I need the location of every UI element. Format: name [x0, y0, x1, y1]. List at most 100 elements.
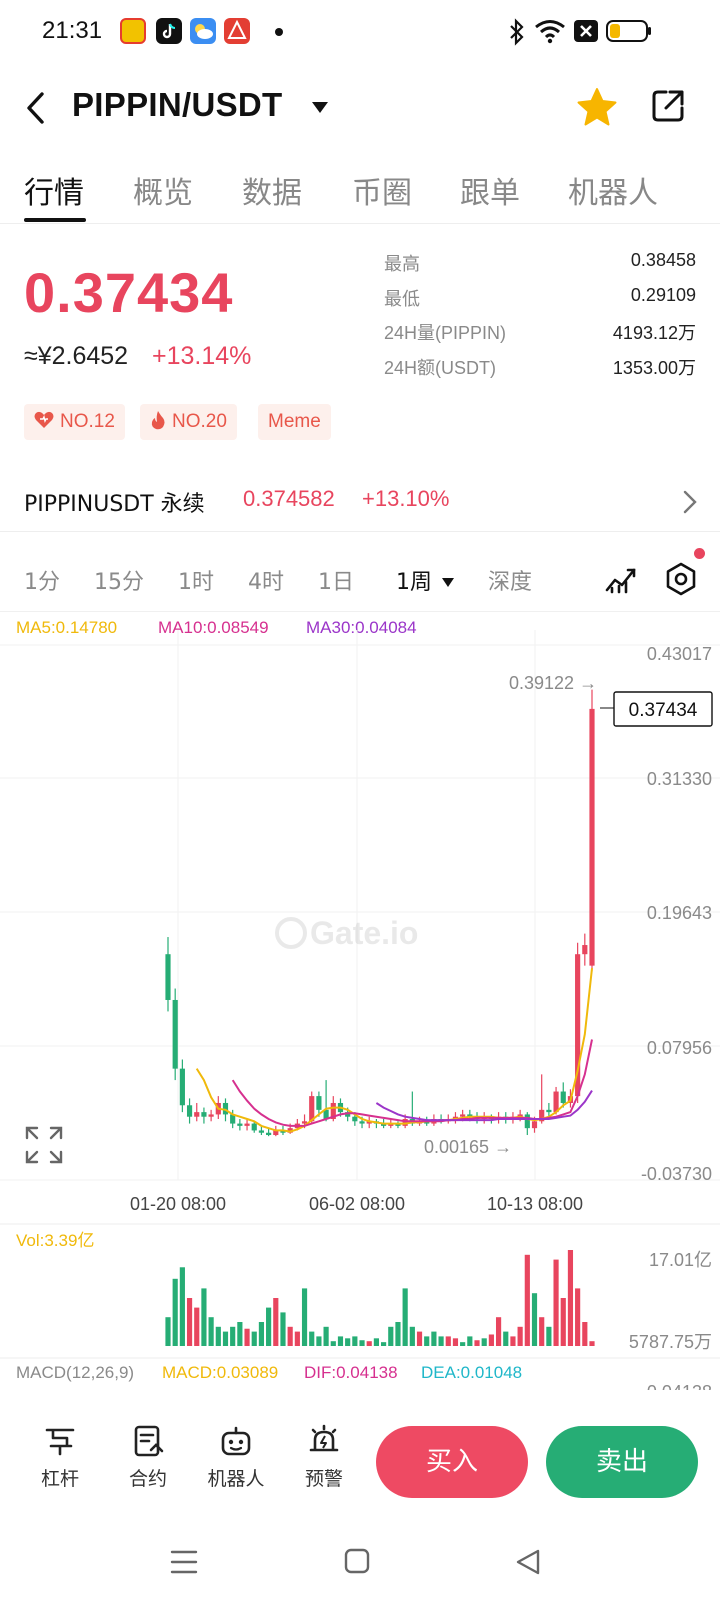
tab-community[interactable]: 币圈 [352, 176, 412, 211]
volume-bar [539, 1317, 545, 1346]
back-arrow-icon[interactable] [20, 90, 56, 126]
volume-bar [359, 1340, 365, 1346]
leverage-icon [45, 1428, 75, 1456]
chart-settings-icon[interactable] [664, 562, 698, 596]
pair-dropdown-caret-icon[interactable] [312, 102, 328, 113]
volume-bar [251, 1331, 257, 1346]
wifi-icon [535, 20, 565, 44]
volume-bar [582, 1322, 588, 1346]
volume-bar [531, 1293, 538, 1346]
ma10-value: MA10:0.08549 [158, 618, 269, 637]
favorite-star-icon[interactable] [576, 86, 618, 128]
volume-bar [179, 1267, 185, 1346]
candle-body [237, 1123, 243, 1126]
bluetooth-icon [510, 18, 524, 46]
volume-bar [495, 1317, 502, 1346]
tab-bots[interactable]: 机器人 [568, 176, 658, 211]
main-tabs: 行情 概览 数据 币圈 跟单 机器人 [0, 160, 720, 224]
candle-body [388, 1123, 394, 1126]
volume-bar [301, 1288, 308, 1346]
candle-body [517, 1114, 523, 1117]
volume-bar [244, 1328, 250, 1346]
buy-button[interactable]: 买入 [376, 1426, 528, 1498]
category-tag-meme[interactable]: Meme [258, 404, 331, 440]
red-app-icon [224, 18, 250, 44]
candle-body [201, 1112, 207, 1117]
robot-button[interactable]: 机器人 [204, 1424, 268, 1491]
volume-bar [481, 1338, 487, 1346]
sell-button[interactable]: 卖出 [546, 1426, 698, 1498]
tab-market[interactable]: 行情 [24, 176, 84, 211]
home-icon[interactable] [344, 1548, 370, 1574]
interval-1m[interactable]: 1分 [24, 570, 60, 595]
rank-tag-hot[interactable]: NO.20 [140, 404, 237, 440]
alert-button[interactable]: 预警 [292, 1424, 356, 1491]
perpetual-row[interactable]: PIPPINUSDT 永续 0.374582 +13.10% [0, 472, 720, 532]
share-icon[interactable] [650, 88, 686, 124]
interval-caret-icon[interactable] [442, 578, 454, 587]
contract-button[interactable]: 合约 [116, 1424, 180, 1491]
volume-bar [316, 1336, 322, 1346]
menu-icon[interactable] [170, 1548, 198, 1576]
candle-body [251, 1123, 257, 1131]
volume-bar [186, 1298, 193, 1346]
stat-value-volume: 4193.12万 [612, 323, 696, 343]
ma30-value: MA30:0.04084 [306, 618, 417, 637]
interval-1h[interactable]: 1时 [178, 570, 214, 595]
volume-bar [546, 1326, 552, 1346]
back-nav-icon[interactable] [515, 1548, 541, 1576]
y-tick-label: -0.03730 [641, 1164, 712, 1184]
volume-bar [323, 1326, 329, 1346]
volume-bar [452, 1338, 459, 1346]
interval-1w[interactable]: 1周 [396, 570, 432, 595]
tab-copy-trading[interactable]: 跟单 [460, 176, 520, 211]
candle-body [301, 1121, 308, 1124]
pair-title[interactable]: PIPPIN/USDT [72, 86, 283, 123]
high-marker: 0.39122 → [509, 673, 597, 693]
ma-lines [195, 968, 593, 1133]
x-tick-label: 10-13 08:00 [487, 1194, 583, 1214]
candle-body [553, 1091, 559, 1113]
candlestick-chart[interactable]: Gate.io 0.43017 0.31330 0.19643 0.07956 … [0, 630, 720, 1390]
grid [0, 630, 720, 1181]
y-tick-label: 0.43017 [647, 644, 712, 664]
candle-body [266, 1132, 272, 1136]
volume-bar [488, 1334, 494, 1346]
active-tab-underline [24, 218, 86, 222]
y-tick-label: 0.19643 [647, 903, 712, 923]
interval-4h[interactable]: 4时 [248, 570, 284, 595]
volume-bar [201, 1288, 207, 1346]
ma30-line [375, 1090, 593, 1122]
perpetual-price: 0.374582 [243, 486, 335, 511]
signal-off-icon [574, 20, 598, 42]
candle-body [402, 1119, 408, 1126]
candle-body [460, 1114, 466, 1117]
candle-body [165, 954, 171, 1000]
notification-dot [275, 28, 283, 36]
contract-icon [134, 1425, 164, 1457]
volume-bar [438, 1336, 444, 1346]
fullscreen-icon[interactable] [25, 1126, 63, 1164]
candle-body [366, 1121, 372, 1124]
tab-data[interactable]: 数据 [242, 176, 302, 211]
volume-bar [337, 1336, 344, 1346]
interval-depth[interactable]: 深度 [488, 570, 533, 595]
leverage-button[interactable]: 杠杆 [28, 1424, 92, 1491]
candle-body [316, 1096, 322, 1110]
interval-1d[interactable]: 1日 [318, 570, 354, 595]
stat-label-low: 最低 [384, 289, 420, 309]
volume-bar [258, 1322, 265, 1346]
candle-body [258, 1130, 265, 1133]
y-axis-labels: 0.43017 0.31330 0.19643 0.07956 -0.03730 [641, 644, 712, 1184]
stat-value-high: 0.38458 [630, 250, 696, 270]
tab-overview[interactable]: 概览 [133, 176, 193, 211]
candle-body [244, 1123, 250, 1126]
dea-value: DEA:0.01048 [421, 1363, 522, 1382]
tiktok-icon [156, 18, 182, 44]
volume-bar [165, 1317, 171, 1346]
cny-price: ≈¥2.6452 [24, 342, 129, 370]
volume-bar [575, 1288, 581, 1346]
rank-tag-popular[interactable]: NO.12 [24, 404, 125, 440]
interval-15m[interactable]: 15分 [94, 570, 144, 595]
indicator-icon[interactable] [604, 562, 638, 596]
